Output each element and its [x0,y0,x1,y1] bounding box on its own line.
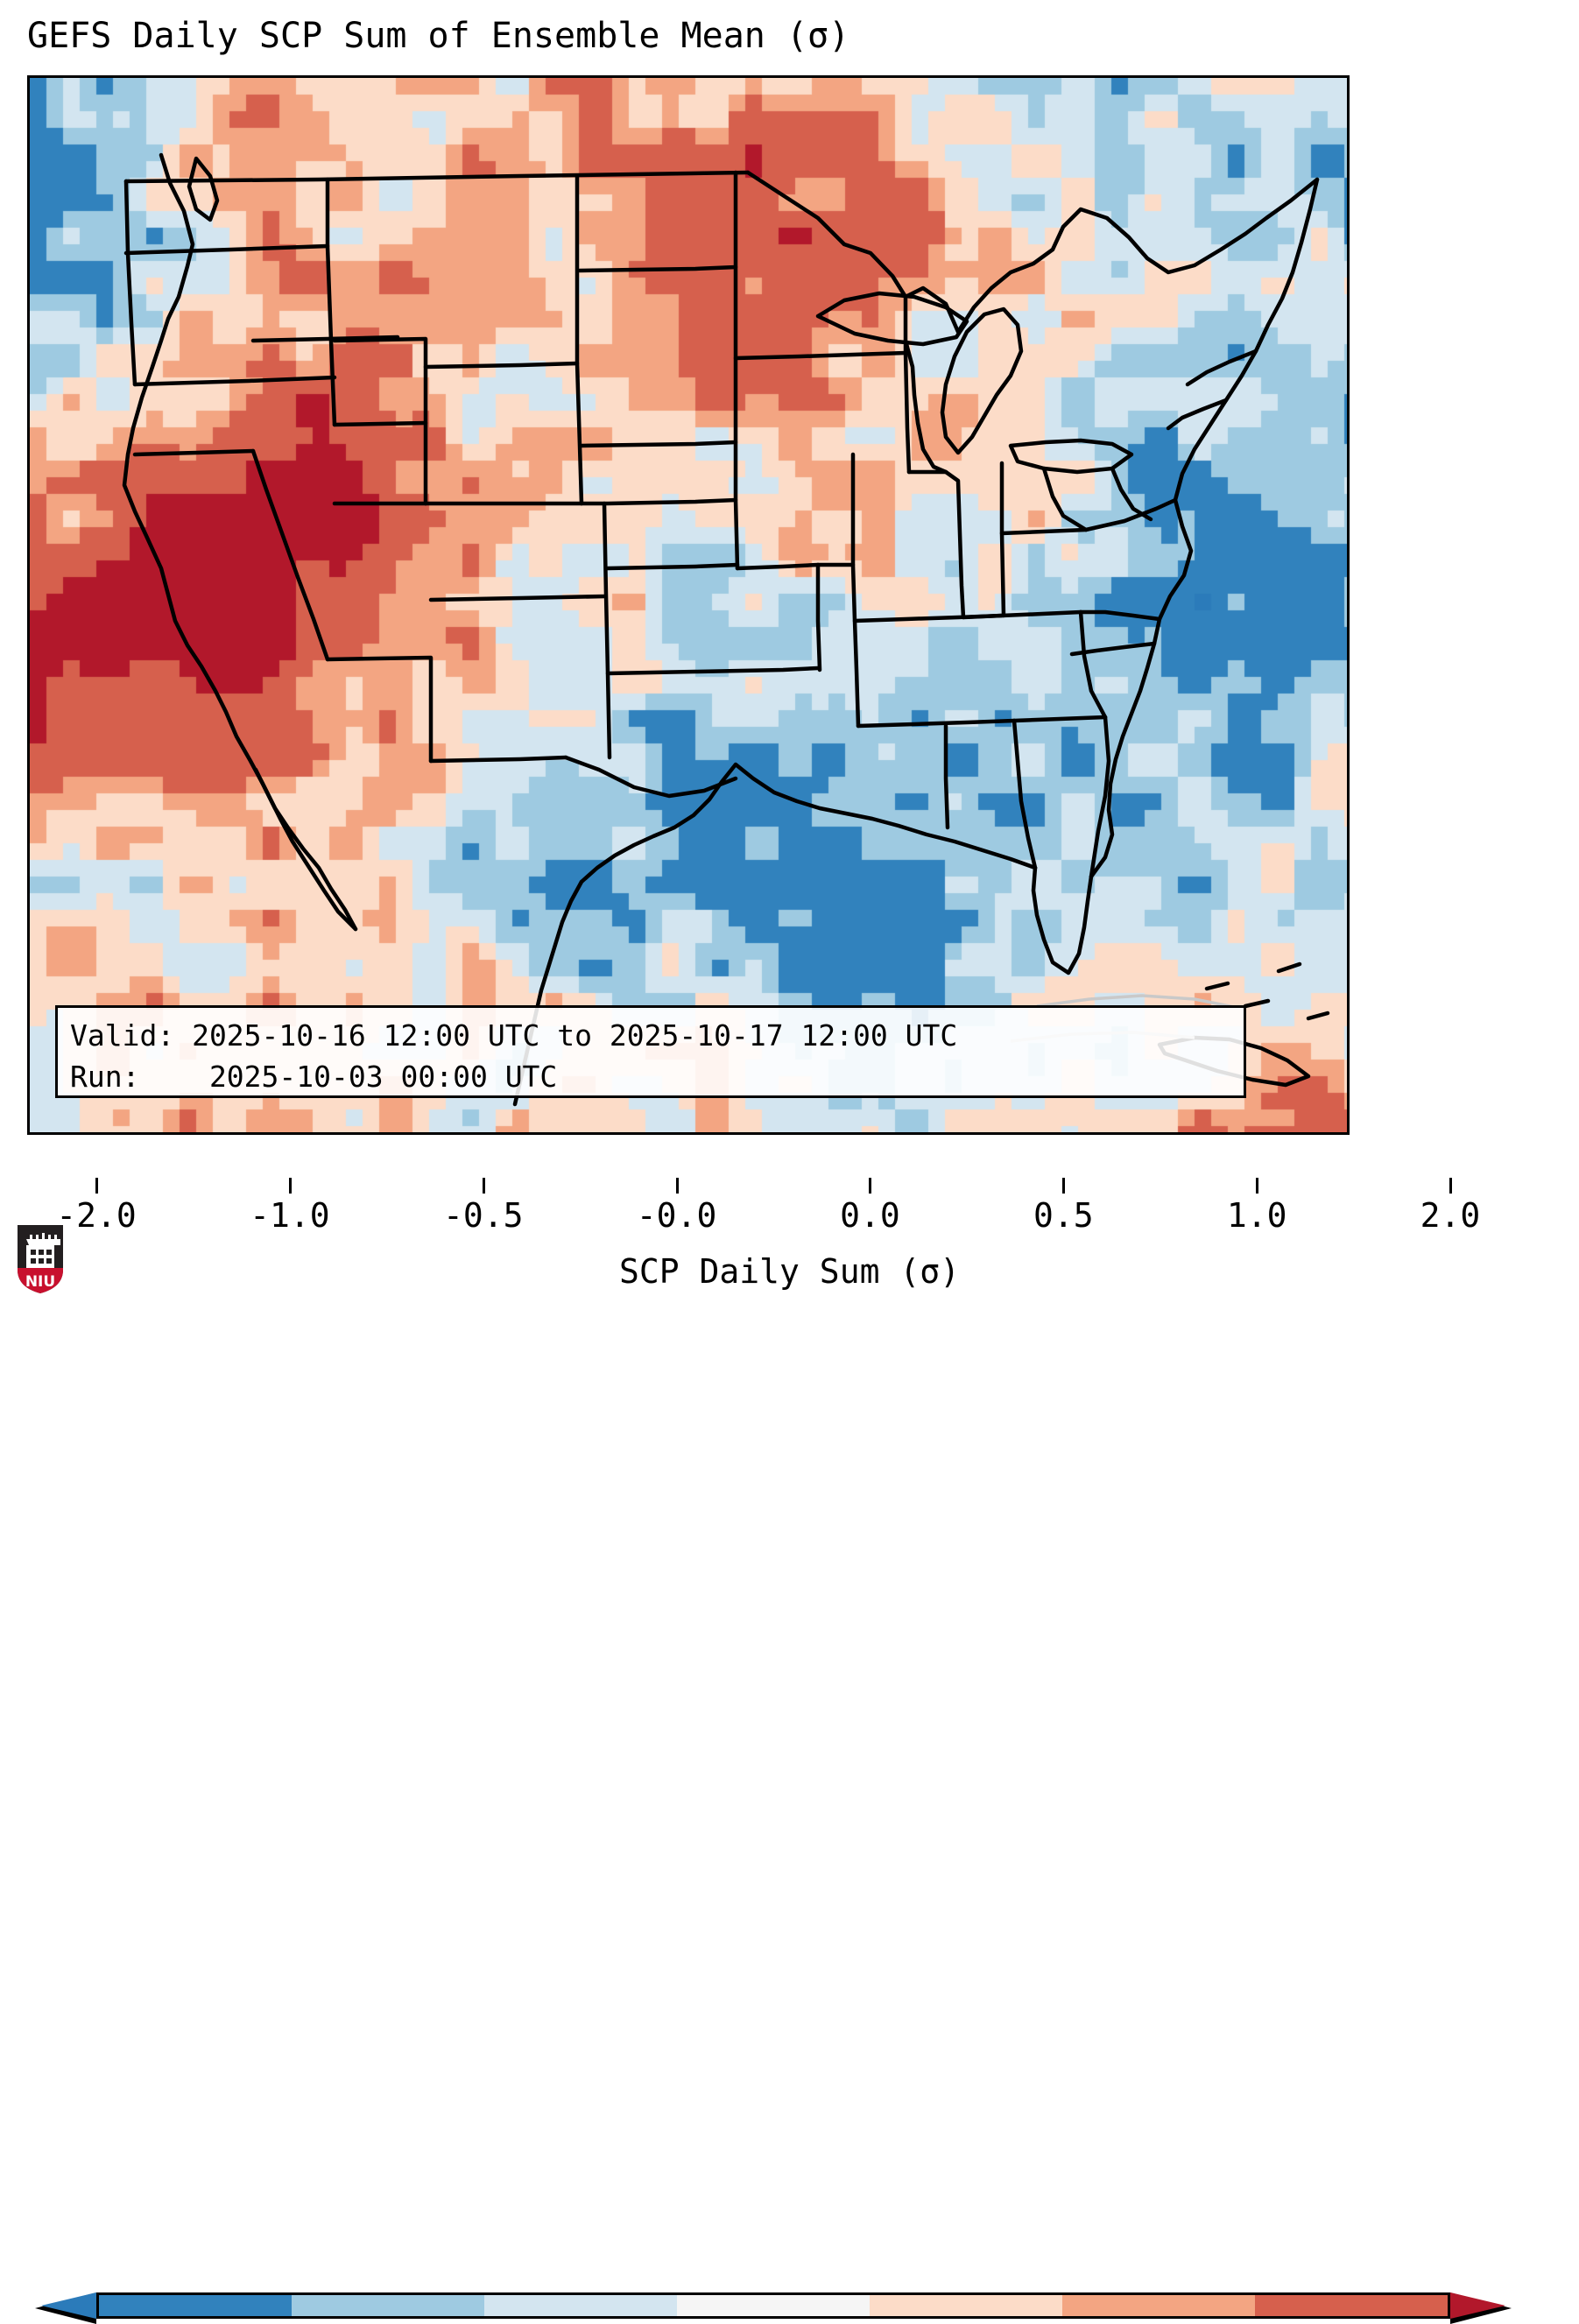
boundary-path-37 [605,666,821,676]
colorbar-tick-label-7: 2.0 [1420,1196,1481,1235]
colorbar-tick-6 [1256,1178,1259,1194]
boundary-path-18 [132,375,337,387]
colorbar-tick-1 [288,1178,292,1194]
colorbar-tick-label-0: -2.0 [56,1196,137,1235]
boundary-path-49 [999,461,1006,618]
boundary-path-36 [605,562,740,571]
boundary-path-48 [999,527,1089,536]
boundary-path-17 [325,177,337,427]
boundary-path-58 [1012,718,1038,870]
niu-logo-text: NIU [25,1273,55,1291]
boundary-path-0 [122,152,358,932]
boundary-path-54 [1110,466,1153,522]
colorbar-segment-2 [484,2295,677,2316]
boundary-path-16 [123,243,330,256]
boundary-path-51 [1078,609,1108,720]
boundary-path-7 [903,338,948,475]
boundary-path-30 [428,755,568,764]
run-time-text: Run: 2025-10-03 00:00 UTC [70,1060,558,1094]
boundary-path-55 [1078,609,1162,622]
boundary-path-2 [187,156,220,222]
colorbar-tick-7 [1449,1178,1452,1194]
colorbar-band[interactable] [96,2292,1450,2319]
boundary-path-21 [250,335,400,343]
colorbar[interactable] [0,1144,1579,2324]
boundary-path-60 [1185,349,1258,387]
boundary-path-56 [1069,641,1157,657]
valid-time-text: Valid: 2025-10-16 12:00 UTC to 2025-10-1… [70,1018,958,1053]
boundary-path-1 [253,767,358,932]
boundary-path-34 [733,170,740,571]
colorbar-segment-5 [1062,2295,1255,2316]
boundary-path-5 [815,291,969,347]
colorbar-under-arrow [41,2292,96,2319]
boundary-path-31 [602,501,612,760]
colorbar-segment-0 [99,2295,292,2316]
boundary-path-53 [1041,466,1089,532]
colorbar-tick-0 [95,1178,98,1194]
niu-logo: NIU [18,1225,63,1293]
colorbar-tick-label-1: -1.0 [250,1196,330,1235]
boundary-path-57 [1089,715,1111,879]
boundary-path-42 [733,350,908,361]
colorbar-segment-3 [677,2295,870,2316]
boundary-path-11 [579,762,1038,884]
boundary-path-45 [856,718,1017,729]
boundary-path-47 [961,609,1083,620]
colorbar-tick-label-5: 0.5 [1033,1196,1094,1235]
boundary-path-39 [563,755,738,799]
boundary-path-61 [1166,398,1229,431]
boundary-path-38 [815,562,822,673]
boundary-path-8 [1008,438,1134,475]
valid-run-infobox: Valid: 2025-10-16 12:00 UTC to 2025-10-1… [55,1005,1246,1098]
colorbar-tick-3 [675,1178,679,1194]
boundary-path-28 [325,655,434,764]
boundary-path-33 [579,440,738,448]
boundary-path-4 [745,170,1320,335]
boundary-path-46 [906,469,966,620]
boundary-path-32 [579,497,738,506]
boundary-path-27 [332,420,428,427]
colorbar-over-arrow [1450,2292,1505,2319]
colorbar-tick-4 [869,1178,872,1194]
colorbar-tick-2 [482,1178,485,1194]
boundary-path-23 [423,361,580,370]
boundary-path-43 [903,294,912,475]
colorbar-segment-4 [870,2295,1062,2316]
boundary-path-40 [735,562,856,571]
colorbar-segment-6 [1255,2295,1448,2316]
map-panel[interactable] [27,75,1350,1135]
boundary-path-22 [332,336,428,506]
page-title: GEFS Daily SCP Sum of Ensemble Mean (σ) [27,16,850,56]
boundary-path-10 [1031,865,1094,975]
boundary-path-50 [1012,715,1108,723]
faint-boundary-0 [1036,994,1239,1010]
boundary-path-59 [943,723,950,830]
geographic-boundaries [122,152,1330,1107]
colorbar-tick-label-6: 1.0 [1226,1196,1287,1235]
boundary-path-15 [123,179,137,387]
boundary-path-24 [575,173,584,506]
boundary-path-20 [250,448,330,662]
boundary-path-3 [123,170,751,184]
boundary-path-35 [577,264,738,273]
boundary-path-41 [850,452,861,729]
scp-heatmap-grid [30,78,1347,1132]
boundary-path-19 [132,448,256,457]
colorbar-tick-label-3: -0.0 [636,1196,717,1235]
colorbar-tick-label-2: -0.5 [442,1196,524,1235]
colorbar-axis-label: SCP Daily Sum (σ) [619,1252,960,1291]
colorbar-tick-5 [1062,1178,1066,1194]
colorbar-tick-label-4: 0.0 [840,1196,900,1235]
boundary-path-6 [940,306,1024,455]
boundary-path-29 [428,594,607,602]
boundary-path-9 [1089,177,1320,879]
boundary-path-14 [1204,961,1330,1021]
colorbar-segment-1 [292,2295,484,2316]
